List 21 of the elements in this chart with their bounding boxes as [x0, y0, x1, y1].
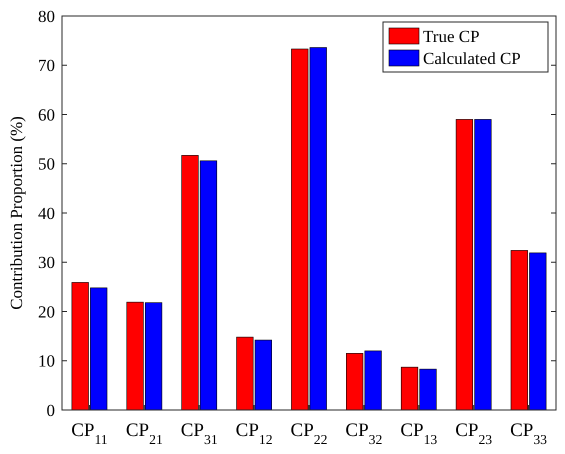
x-tick-label: CP$_{31}$	[180, 420, 218, 446]
x-tick-label: CP$_{23}$	[455, 420, 492, 446]
legend-label: True CP	[423, 26, 480, 46]
x-tick-label: CP$_{11}$	[71, 420, 108, 446]
y-tick-label: 70	[38, 56, 55, 76]
x-tick-label: CP$_{21}$	[126, 420, 163, 446]
x-tick-label: CP$_{32}$	[345, 420, 383, 446]
y-tick-label: 0	[46, 400, 55, 420]
x-tick-label: CP$_{33}$	[510, 420, 548, 446]
x-tick-label: CP$_{12}$	[236, 420, 273, 446]
y-tick-label: 30	[38, 253, 55, 272]
y-tick-label: 60	[38, 105, 55, 124]
y-axis-title: Contribution Proportion (%)	[7, 116, 26, 310]
x-tick-label: CP$_{22}$	[290, 420, 328, 446]
y-tick-label: 10	[38, 352, 55, 371]
y-tick-label: 20	[38, 302, 55, 322]
y-tick-label: 50	[38, 154, 55, 174]
legend-label: Calculated CP	[423, 48, 521, 68]
x-tick-label: CP$_{13}$	[400, 420, 438, 446]
y-tick-label: 40	[38, 204, 55, 223]
y-tick-label: 80	[38, 6, 55, 26]
